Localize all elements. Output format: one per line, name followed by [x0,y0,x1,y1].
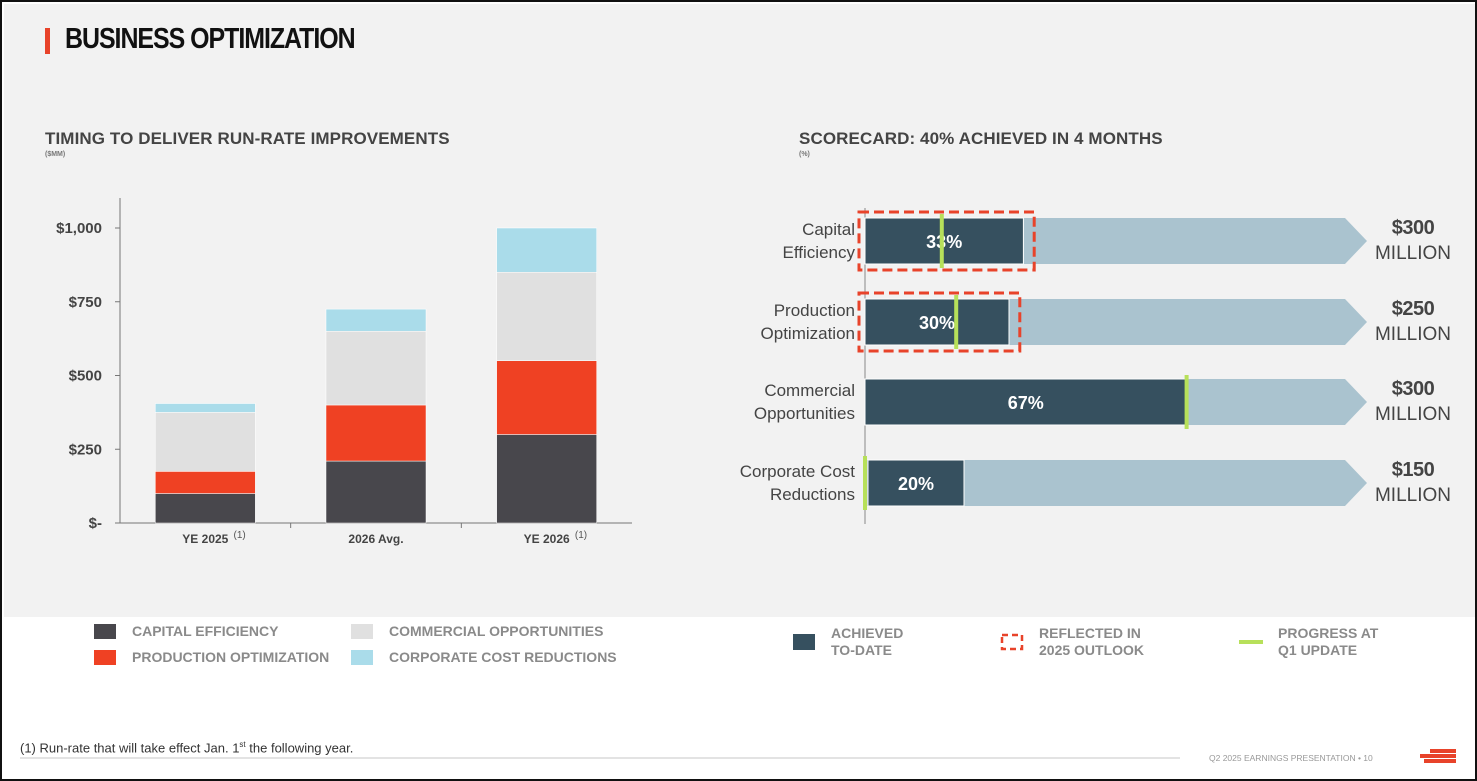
target-amount: $300 [1392,217,1435,239]
target-unit: MILLION [1375,324,1451,345]
outlook-dashed-box [857,291,1022,353]
category-label: Corporate Cost Reductions [740,462,856,504]
legend-swatch [94,623,116,639]
y-tick-label: $500 [69,368,102,385]
bar-segment-commercial-opportunities [496,272,597,361]
y-tick-label: $750 [69,294,102,311]
x-tick-note: (1) [234,530,246,541]
legend-swatch [351,623,373,639]
achieved-bar [864,298,1010,346]
bar-segment-capital-efficiency [325,460,427,524]
achieved-label: 33% [926,232,962,252]
footer-divider [20,757,1180,759]
achieved-label: 67% [1008,393,1044,413]
bar-segment-commercial-opportunities [325,331,427,406]
bar-segment-capital-efficiency [155,493,256,524]
bar-segment-corporate-cost-reductions [155,403,256,413]
legend-label: PRODUCTION OPTIMIZATION [132,649,330,665]
legend-item-corporate-cost-reductions: CORPORATE COST REDUCTIONS [351,649,617,665]
category-label: Commercial Opportunities [754,381,855,423]
achieved-label: 20% [898,474,934,494]
bar-segment-production-optimization [325,404,427,462]
legend-item-production-optimization: PRODUCTION OPTIMIZATION [94,649,329,665]
title-accent-bar [45,28,50,54]
left-section-unit: ($MM) [45,151,66,158]
footer-text: Q2 2025 EARNINGS PRESENTATION • 10 [1209,753,1373,763]
legend-item-commercial-opportunities: COMMERCIAL OPPORTUNITIES [351,623,603,639]
achieved-bar [867,459,965,507]
legend-label: COMMERCIAL OPPORTUNITIES [389,623,604,639]
x-tick-label: YE 2026 [524,532,570,546]
achieved-bar [864,378,1188,426]
company-logo-icon [1420,749,1456,763]
legend-label: CORPORATE COST REDUCTIONS [389,649,617,665]
legend-item-capital-efficiency: CAPITAL EFFICIENCY [94,623,279,639]
legend-symbol-q1 [1239,640,1263,644]
achieved-bar [864,217,1024,265]
category-label: Capital Efficiency [783,220,856,262]
page-title: BUSINESS OPTIMIZATION [65,23,356,55]
target-amount: $150 [1392,459,1435,481]
bar-segment-commercial-opportunities [155,412,256,472]
footnote-superscript: st [239,740,246,749]
x-tick-label: YE 2025 [182,532,228,546]
achieved-label: 30% [919,313,955,333]
right-section-unit: (%) [799,151,810,158]
scorecard-chart: 33% Capital Efficiency $300 MILLION 30% Produc… [740,208,1451,524]
footnote-text: (1) Run-rate that will take effect Jan. … [20,740,240,756]
outlook-dashed-box [857,210,1036,272]
legend-symbol-achieved [793,634,815,650]
bar-segment-capital-efficiency [496,434,597,524]
legend-swatch [94,649,116,665]
left-section-title: TIMING TO DELIVER RUN-RATE IMPROVEMENTS [45,129,450,148]
target-unit: MILLION [1375,243,1451,264]
y-tick-label: $- [89,515,102,532]
x-tick-label: 2026 Avg. [348,532,403,546]
y-tick-label: $250 [69,441,102,458]
bar-segment-production-optimization [155,471,256,494]
legend-symbol-outlook [1000,633,1024,651]
bar-segment-production-optimization [496,360,597,435]
bar-segment-corporate-cost-reductions [325,308,427,332]
footnote-tail: the following year. [245,740,354,756]
target-unit: MILLION [1375,404,1451,425]
target-amount: $300 [1392,378,1435,400]
legend-label-outlook: REFLECTED IN 2025 OUTLOOK [1039,625,1145,658]
legend-swatch [351,649,373,665]
target-unit: MILLION [1375,485,1451,506]
target-amount: $250 [1392,298,1435,320]
right-section-title: SCORECARD: 40% ACHIEVED IN 4 MONTHS [799,129,1163,148]
footnote: (1) Run-rate that will take effect Jan. … [20,740,353,755]
x-tick-note: (1) [575,530,587,541]
legend-label: CAPITAL EFFICIENCY [132,623,279,639]
legend-label-q1: PROGRESS AT Q1 UPDATE [1278,625,1379,658]
target-arrow-bar [865,460,1367,506]
y-tick-label: $1,000 [56,220,102,237]
category-label: Production Optimization [761,301,855,343]
legend-label-achieved: ACHIEVED TO-DATE [831,625,904,658]
stacked-bar-chart: $- $250 $500 $750 $1,000 YE 2025 (1) 2026 Avg. Y… [56,198,632,546]
bar-segment-corporate-cost-reductions [496,227,597,273]
